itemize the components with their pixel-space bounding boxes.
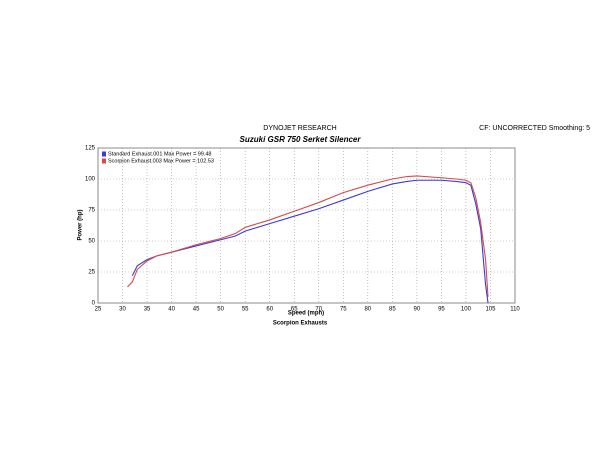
x-tick-label: 105 bbox=[485, 307, 496, 313]
x-tick-label: 25 bbox=[95, 307, 102, 313]
y-tick-label: 75 bbox=[88, 208, 95, 214]
legend-swatch bbox=[102, 158, 106, 164]
x-tick-label: 60 bbox=[266, 307, 273, 313]
footer: Scorpion Exhausts bbox=[273, 321, 328, 327]
y-axis-label: Power (hp) bbox=[78, 209, 84, 240]
x-tick-label: 100 bbox=[461, 307, 472, 313]
x-tick-label: 40 bbox=[168, 307, 175, 313]
chart-title: Suzuki GSR 750 Serket Silencer bbox=[240, 135, 362, 144]
header: DYNOJET RESEARCH bbox=[263, 125, 336, 132]
series-line bbox=[127, 175, 489, 297]
legend-label: Scorpion Exhaust.003 Max Power = 102.53 bbox=[108, 158, 214, 164]
x-tick-label: 30 bbox=[119, 307, 126, 313]
y-tick-label: 50 bbox=[88, 239, 95, 245]
x-tick-label: 35 bbox=[144, 307, 151, 313]
corner-note: CF: UNCORRECTED Smoothing: 5 bbox=[479, 125, 590, 132]
x-tick-label: 65 bbox=[291, 307, 298, 313]
y-tick-label: 100 bbox=[85, 177, 96, 183]
x-tick-label: 55 bbox=[242, 307, 249, 313]
x-tick-label: 90 bbox=[414, 307, 421, 313]
y-tick-label: 125 bbox=[85, 146, 96, 152]
x-tick-label: 75 bbox=[340, 307, 347, 313]
x-tick-label: 70 bbox=[315, 307, 322, 313]
plot-area bbox=[97, 147, 516, 304]
y-tick-label: 25 bbox=[88, 270, 95, 276]
x-tick-label: 85 bbox=[389, 307, 396, 313]
x-tick-label: 95 bbox=[438, 307, 445, 313]
x-tick-label: 80 bbox=[364, 307, 371, 313]
legend-label: Standard Exhaust.001 Max Power = 99.48 bbox=[108, 151, 212, 157]
x-axis-label: Speed (mph) bbox=[288, 311, 324, 317]
x-tick-label: 50 bbox=[217, 307, 224, 313]
y-tick-label: 0 bbox=[92, 301, 96, 307]
legend-swatch bbox=[102, 151, 106, 157]
x-tick-label: 45 bbox=[193, 307, 200, 313]
x-tick-label: 110 bbox=[510, 307, 520, 313]
